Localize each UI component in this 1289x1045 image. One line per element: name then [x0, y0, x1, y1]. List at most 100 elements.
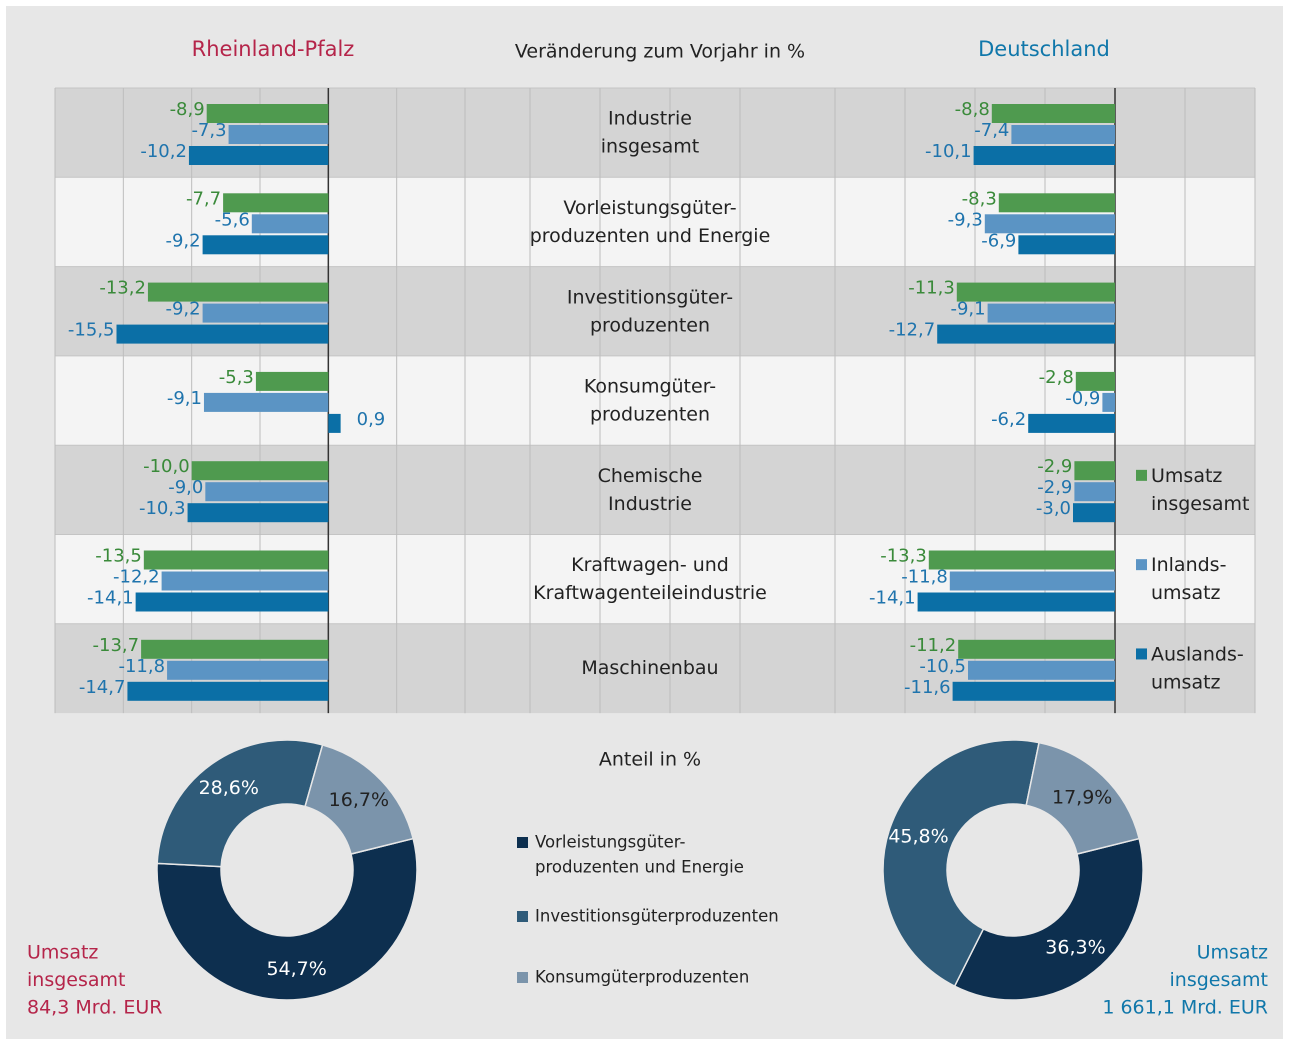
value-label: -2,9: [1037, 456, 1072, 477]
bar: [187, 503, 329, 523]
value-label: -12,2: [113, 567, 160, 588]
bar: [135, 592, 329, 612]
bar: [956, 282, 1115, 302]
legend-label: Konsumgüterproduzenten: [535, 968, 749, 987]
bar: [1028, 413, 1115, 433]
bar: [202, 303, 329, 323]
legend-swatch: [1136, 648, 1147, 660]
bar: [1074, 461, 1115, 481]
value-label: -13,3: [880, 546, 927, 567]
bar: [1102, 392, 1115, 412]
bar: [161, 571, 329, 591]
bar: [141, 639, 329, 659]
bar: [205, 482, 329, 502]
segment-label: 28,6%: [199, 777, 259, 799]
value-label: -2,8: [1039, 367, 1074, 388]
bar: [127, 681, 329, 701]
total-annotation: Umsatz insgesamt 1 661,1 Mrd. EUR: [1102, 941, 1268, 1018]
donut-segment: [304, 744, 415, 855]
legend-swatch: [517, 972, 528, 983]
donut-segment: [882, 739, 1040, 988]
value-label: -8,8: [955, 99, 990, 120]
bar: [143, 550, 329, 570]
value-label: -14,7: [79, 677, 126, 698]
subtitle: Veränderung zum Vorjahr in %: [515, 41, 805, 63]
bar: [958, 639, 1115, 659]
bar: [952, 681, 1115, 701]
bar: [203, 392, 329, 412]
legend-label: Investitionsgüterproduzenten: [535, 907, 779, 926]
value-label: -2,9: [1037, 477, 1072, 498]
bar: [1011, 125, 1115, 144]
value-label: -13,2: [99, 278, 146, 299]
value-label: -11,6: [904, 677, 951, 698]
region-title: Rheinland-Pfalz: [192, 37, 355, 61]
category-label: Chemische Industrie: [598, 464, 703, 514]
donut-hole: [221, 804, 353, 936]
legend-label: Vorleistungsgüter-produzenten und Energi…: [535, 832, 744, 876]
bar: [228, 125, 329, 144]
bar: [1075, 371, 1115, 391]
value-label: -9,2: [165, 299, 200, 320]
bar: [251, 214, 329, 234]
value-label: -7,4: [974, 120, 1009, 141]
bar: [191, 461, 329, 481]
bar: [223, 193, 329, 213]
value-label: -9,2: [165, 230, 200, 251]
value-label: -12,7: [889, 320, 936, 341]
legend-label: Auslands-umsatz: [1151, 643, 1244, 693]
value-label: -13,5: [95, 546, 142, 567]
bar: [328, 413, 341, 433]
bar: [998, 193, 1115, 213]
donut-segment: [953, 837, 1144, 1001]
bar: [1018, 235, 1115, 255]
value-label: -0,9: [1065, 388, 1100, 409]
segment-label: 16,7%: [329, 789, 389, 811]
region-title: Deutschland: [978, 37, 1110, 61]
legend-swatch: [517, 911, 528, 922]
bar: [202, 235, 329, 255]
bar: [188, 146, 329, 165]
value-label: -10,5: [919, 656, 966, 677]
legend-swatch: [1136, 559, 1147, 571]
bar: [937, 324, 1115, 344]
value-label: -11,8: [901, 567, 948, 588]
total-annotation: Umsatz insgesamt 84,3 Mrd. EUR: [27, 941, 162, 1018]
legend-swatch: [517, 837, 528, 848]
segment-label: 36,3%: [1045, 937, 1105, 959]
value-label: -6,9: [981, 230, 1016, 251]
segment-label: 17,9%: [1052, 786, 1112, 808]
legend-label: Inlands-umsatz: [1151, 554, 1226, 604]
donut-hole: [947, 804, 1079, 936]
donut-segment: [156, 837, 418, 1001]
segment-label: 45,8%: [888, 826, 948, 848]
category-label: Vorleistungsgüter-produzenten und Energi…: [530, 196, 771, 246]
legend-label: Umsatz insgesamt: [1151, 464, 1249, 514]
value-label: -3,0: [1036, 498, 1071, 519]
value-label: -5,6: [215, 209, 250, 230]
bar: [968, 660, 1115, 680]
value-label: -11,2: [910, 635, 957, 656]
value-label: -7,7: [186, 188, 221, 209]
bar: [949, 571, 1115, 591]
bar: [984, 214, 1115, 234]
value-label: 0,9: [357, 409, 386, 430]
value-label: -6,2: [991, 409, 1026, 430]
category-label: Industrie insgesamt: [601, 107, 699, 157]
bar: [987, 303, 1115, 323]
bar: [973, 146, 1115, 165]
bar: [116, 324, 329, 344]
bar: [928, 550, 1115, 570]
donut-segment: [156, 739, 324, 868]
value-label: -10,3: [139, 498, 186, 519]
category-label: Investitionsgüter-produzenten: [567, 286, 733, 336]
value-label: -8,9: [170, 99, 205, 120]
segment-label: 54,7%: [266, 958, 326, 980]
value-label: -8,3: [962, 188, 997, 209]
value-label: -10,0: [143, 456, 190, 477]
value-label: -7,3: [191, 120, 226, 141]
value-label: -9,0: [168, 477, 203, 498]
value-label: -9,1: [167, 388, 202, 409]
bar: [206, 104, 329, 123]
